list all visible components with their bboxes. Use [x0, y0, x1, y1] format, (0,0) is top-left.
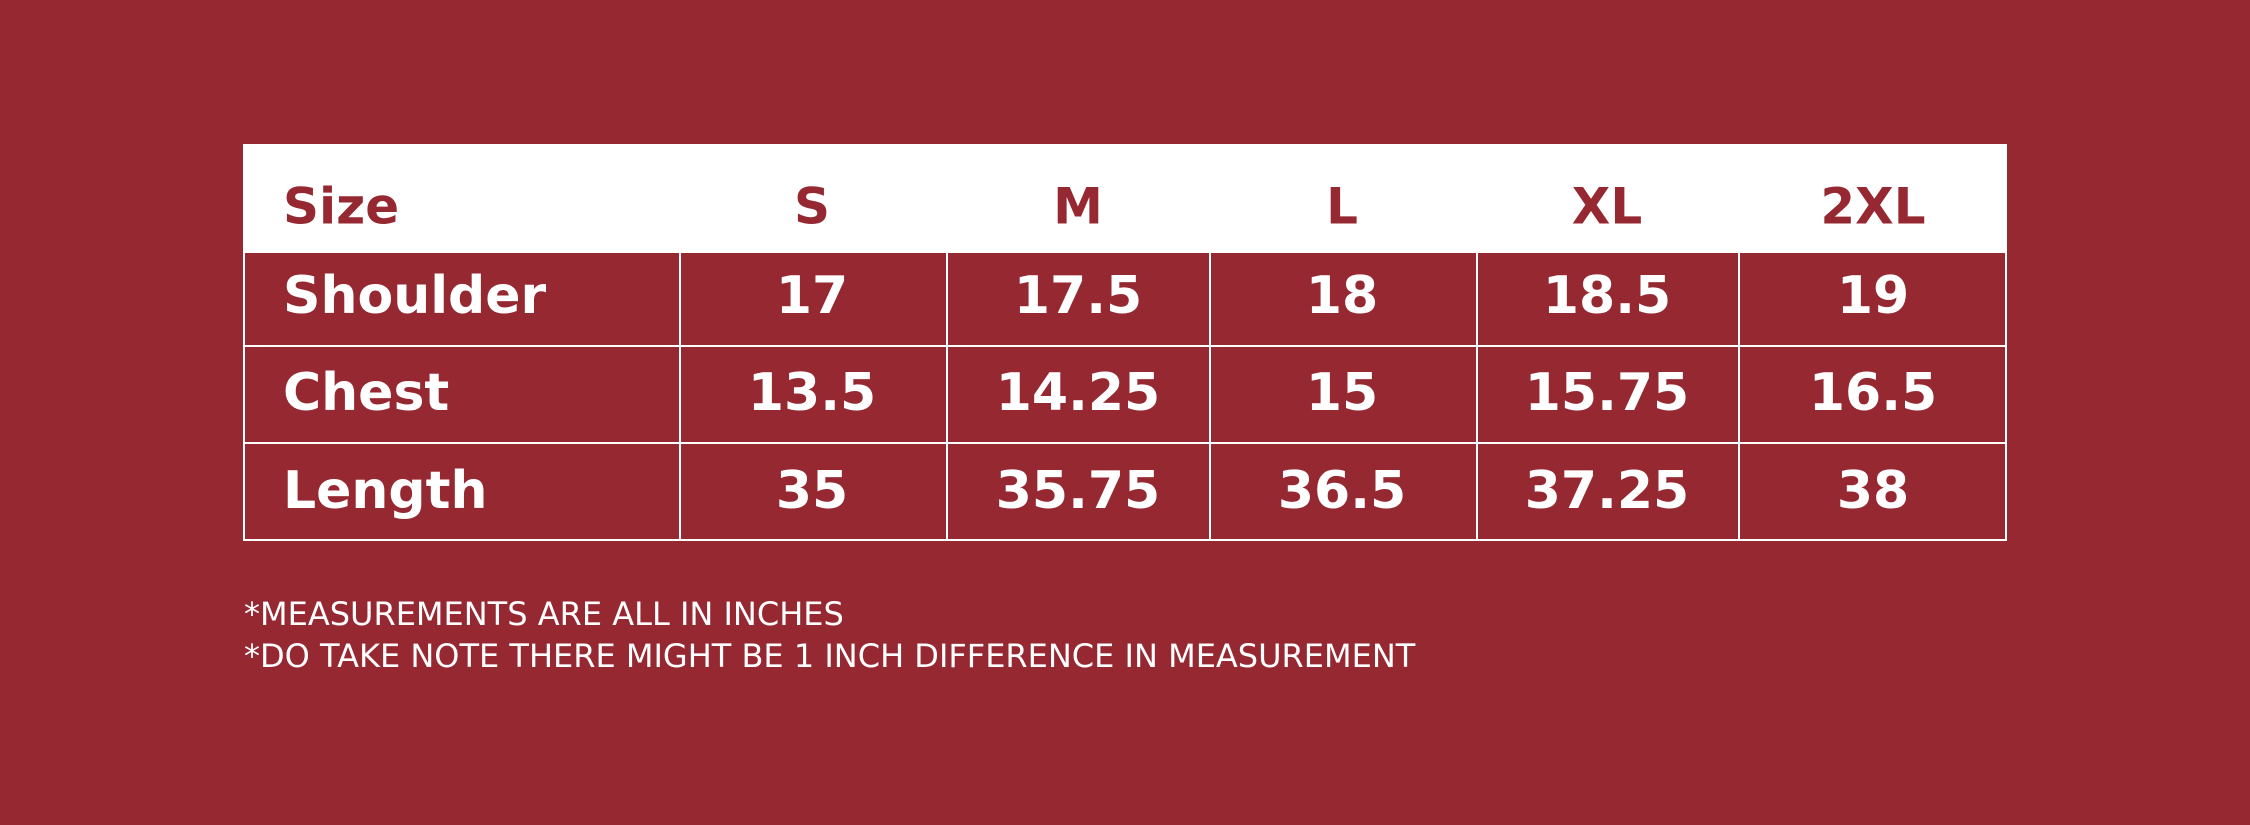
cell-value: 18.5: [1543, 266, 1671, 326]
cell-value: 35: [776, 461, 848, 521]
cell-value: 37.25: [1525, 461, 1689, 521]
cell-value: 17.5: [1014, 266, 1142, 326]
cell-value: 15: [1306, 363, 1378, 423]
row-label: Length: [283, 461, 488, 521]
grid: [244, 253, 2006, 540]
cell-value: 15.75: [1525, 363, 1689, 423]
row-label: Chest: [283, 363, 449, 423]
header-cell: S: [794, 178, 830, 236]
note: *MEASUREMENTS ARE ALL IN INCHES: [244, 595, 844, 633]
cell-value: 35.75: [996, 461, 1160, 521]
table-border: [243, 144, 2007, 541]
header-cell: 2XL: [1820, 178, 1925, 236]
cell-value: 18: [1306, 266, 1378, 326]
cell-value: 38: [1837, 461, 1909, 521]
cell-value: 16.5: [1809, 363, 1937, 423]
note: *DO TAKE NOTE THERE MIGHT BE 1 INCH DIFF…: [244, 637, 1416, 675]
cell-value: 17: [776, 266, 848, 326]
header-cell: L: [1326, 178, 1358, 236]
cell-value: 19: [1837, 266, 1909, 326]
header-band: [244, 145, 2006, 253]
cell-value: 14.25: [996, 363, 1160, 423]
header-cell: Size: [283, 178, 399, 236]
header-cell: M: [1053, 178, 1103, 236]
header-cell: XL: [1572, 178, 1642, 236]
cell-value: 36.5: [1278, 461, 1406, 521]
cell-value: 13.5: [748, 363, 876, 423]
row-label: Shoulder: [283, 266, 547, 326]
